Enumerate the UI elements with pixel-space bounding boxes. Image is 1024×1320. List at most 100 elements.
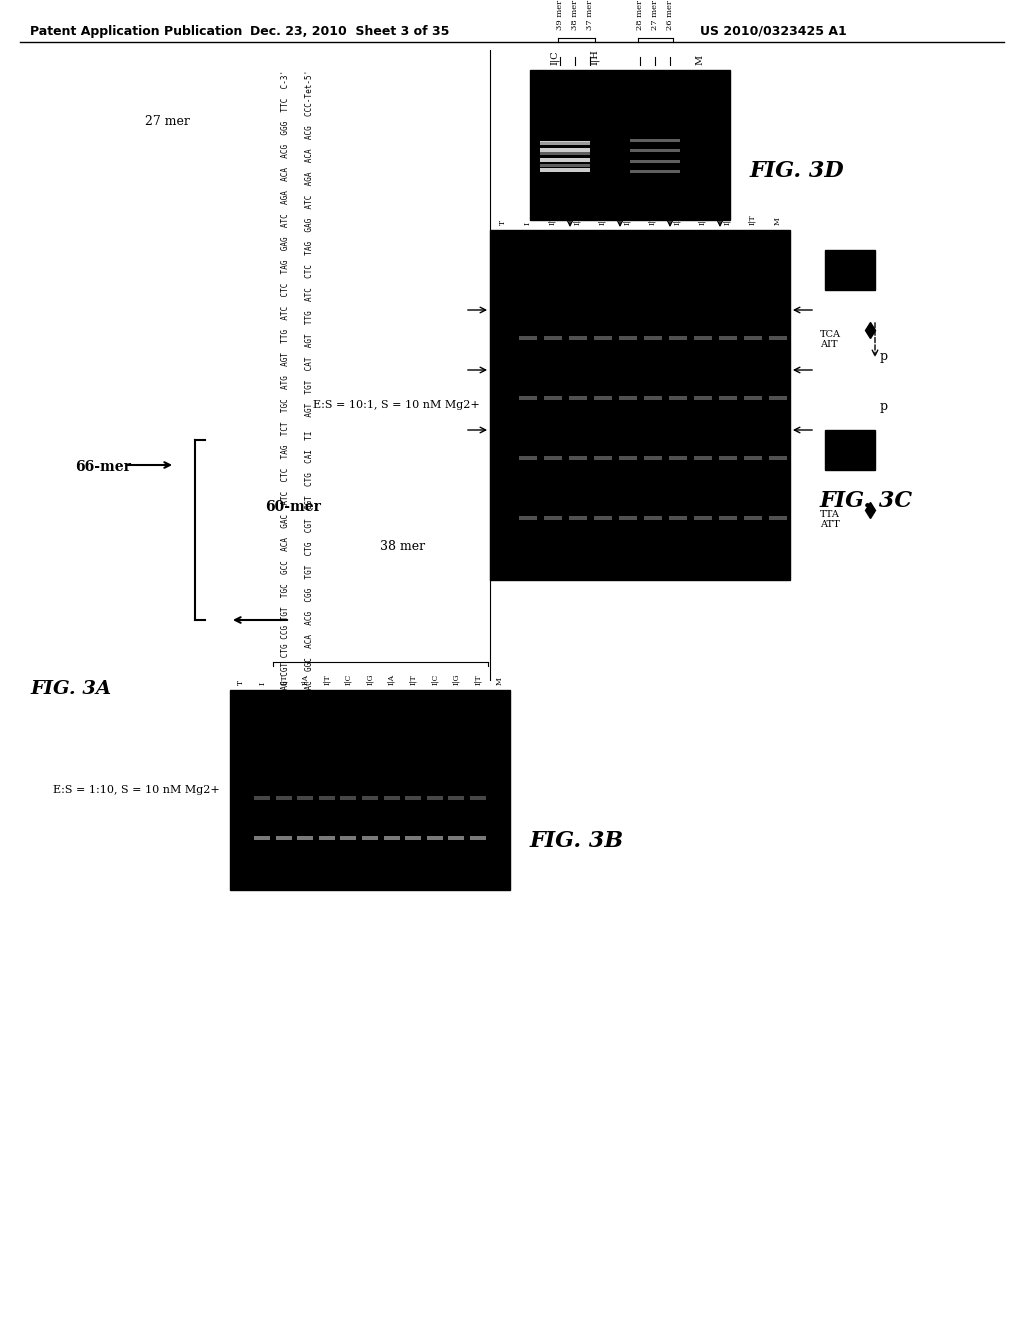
- Bar: [669, 396, 686, 400]
- Text: I|A: I|A: [387, 675, 395, 685]
- Bar: [743, 455, 762, 459]
- Text: E:S = 10:1, S = 10 nM Mg2+: E:S = 10:1, S = 10 nM Mg2+: [313, 400, 480, 411]
- Text: I|C: I|C: [344, 673, 352, 685]
- Bar: [254, 796, 270, 800]
- Bar: [254, 836, 270, 840]
- Text: 38 mer: 38 mer: [571, 0, 579, 30]
- Bar: [719, 516, 736, 520]
- Bar: [768, 455, 786, 459]
- Bar: [618, 396, 637, 400]
- Bar: [470, 836, 485, 840]
- Bar: [449, 796, 464, 800]
- Bar: [518, 455, 537, 459]
- Text: I|H: I|H: [590, 49, 600, 65]
- Text: I|T: I|T: [648, 214, 656, 224]
- Bar: [630, 139, 680, 143]
- Text: Dec. 23, 2010  Sheet 3 of 35: Dec. 23, 2010 Sheet 3 of 35: [250, 25, 450, 38]
- Bar: [275, 796, 292, 800]
- Text: FIG. 3C: FIG. 3C: [820, 490, 913, 512]
- Bar: [540, 158, 590, 162]
- Bar: [618, 337, 637, 341]
- Text: I|A: I|A: [674, 214, 682, 224]
- Bar: [768, 337, 786, 341]
- Text: I: I: [523, 222, 531, 224]
- Bar: [427, 796, 442, 800]
- Bar: [490, 230, 790, 579]
- Bar: [825, 430, 874, 470]
- Bar: [630, 160, 680, 162]
- Bar: [719, 396, 736, 400]
- Text: I|C: I|C: [624, 214, 632, 224]
- Text: 26 mer: 26 mer: [666, 0, 674, 30]
- Text: M: M: [496, 677, 503, 685]
- Text: I|C: I|C: [724, 214, 731, 224]
- Bar: [297, 796, 313, 800]
- Bar: [719, 337, 736, 341]
- Bar: [568, 396, 587, 400]
- Text: TTA
ATT: TTA ATT: [820, 510, 840, 529]
- Text: p: p: [880, 400, 888, 413]
- Text: T: T: [237, 680, 245, 685]
- Bar: [594, 337, 611, 341]
- Text: 27 mer: 27 mer: [145, 115, 189, 128]
- Bar: [743, 337, 762, 341]
- Bar: [518, 516, 537, 520]
- Bar: [630, 149, 680, 152]
- Bar: [643, 337, 662, 341]
- Bar: [540, 164, 590, 168]
- Text: 38 mer: 38 mer: [380, 540, 425, 553]
- Bar: [594, 396, 611, 400]
- Bar: [297, 836, 313, 840]
- Text: I|T: I|T: [409, 675, 417, 685]
- Bar: [406, 796, 421, 800]
- Text: M: M: [773, 218, 781, 224]
- Bar: [669, 455, 686, 459]
- Text: E:S = 1:10, S = 10 nM Mg2+: E:S = 1:10, S = 10 nM Mg2+: [53, 785, 220, 795]
- Text: I|G: I|G: [453, 673, 460, 685]
- Text: I|A: I|A: [573, 214, 582, 224]
- Bar: [275, 836, 292, 840]
- Bar: [743, 516, 762, 520]
- Bar: [362, 836, 378, 840]
- Bar: [540, 168, 590, 172]
- Text: I|G: I|G: [598, 214, 606, 224]
- Bar: [384, 796, 399, 800]
- Bar: [540, 152, 590, 154]
- Text: I|G: I|G: [698, 214, 707, 224]
- Bar: [449, 836, 464, 840]
- Bar: [544, 516, 561, 520]
- Bar: [540, 148, 590, 152]
- Bar: [618, 516, 637, 520]
- Bar: [230, 690, 510, 890]
- Text: 5'-Fam-TA CCC CAG CGT CTG CCG TGT  TGC  GCC  ACA  GAC  ATC  CTC  TAG  TCT  TGC  : 5'-Fam-TA CCC CAG CGT CTG CCG TGT TGC GC…: [281, 70, 290, 759]
- Bar: [427, 836, 442, 840]
- Text: I|T: I|T: [474, 675, 481, 685]
- Text: T: T: [499, 220, 507, 224]
- Bar: [406, 836, 421, 840]
- Text: TCA
AIT: TCA AIT: [820, 330, 841, 350]
- Bar: [518, 396, 537, 400]
- Text: 39 mer: 39 mer: [556, 0, 564, 30]
- Text: I|T: I|T: [280, 675, 288, 685]
- Bar: [594, 516, 611, 520]
- Text: I|G: I|G: [366, 673, 374, 685]
- Text: I|C: I|C: [431, 673, 438, 685]
- Bar: [340, 796, 356, 800]
- Text: US 2010/0323425 A1: US 2010/0323425 A1: [700, 25, 847, 38]
- Bar: [530, 70, 730, 220]
- Text: I|T: I|T: [549, 214, 556, 224]
- Bar: [318, 836, 335, 840]
- Text: 66-mer: 66-mer: [75, 459, 131, 474]
- Bar: [470, 796, 485, 800]
- Bar: [693, 516, 712, 520]
- Bar: [825, 249, 874, 290]
- Text: FIG. 3A: FIG. 3A: [30, 680, 112, 698]
- Bar: [669, 337, 686, 341]
- Text: I|A: I|A: [301, 675, 309, 685]
- Text: 28 mer: 28 mer: [636, 0, 644, 30]
- Bar: [693, 455, 712, 459]
- Bar: [630, 170, 680, 173]
- Text: I|C: I|C: [550, 50, 560, 65]
- Text: I|T: I|T: [749, 214, 757, 224]
- Bar: [384, 836, 399, 840]
